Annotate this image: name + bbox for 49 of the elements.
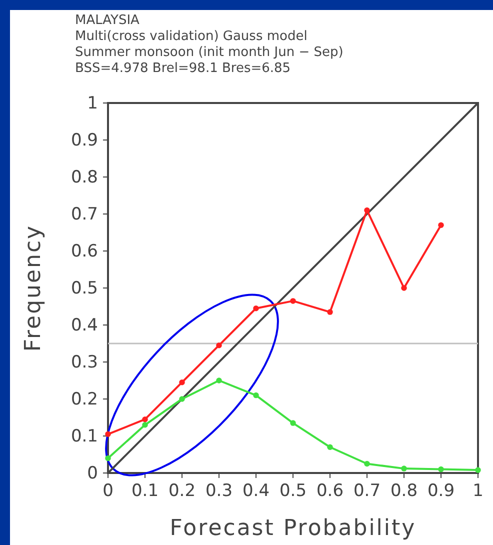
y-tick-label: 0 [87, 463, 98, 484]
point [142, 416, 148, 422]
text: BSS=4.978 Brel=98.1 Bres=6.85 [75, 61, 291, 76]
point [216, 342, 222, 348]
point [105, 431, 111, 438]
y-tick-label: 0.4 [70, 315, 98, 336]
point [290, 298, 296, 304]
x-tick-label: 0.5 [279, 481, 307, 502]
point [438, 222, 444, 228]
y-tick-label: 0.2 [70, 389, 98, 410]
x-tick-label: 0.1 [131, 481, 159, 502]
x-tick-label: 0.4 [242, 481, 270, 502]
point [475, 467, 481, 473]
y-tick-label: 0.8 [70, 167, 98, 188]
point [179, 396, 185, 402]
y-tick-label: 1 [87, 93, 98, 114]
x-tick-label: 0 [102, 481, 114, 502]
chart-title: MALAYSIA [75, 13, 140, 28]
text: Summer monsoon (init month Jun − Sep) [75, 45, 344, 60]
x-tick-label: 0.6 [316, 481, 344, 502]
y-tick-label: 0.6 [70, 241, 98, 262]
y-axis-title: Frequency [21, 224, 46, 352]
point [364, 460, 370, 467]
y-tick-label: 0.1 [70, 426, 98, 446]
x-tick-label: 0.3 [205, 481, 233, 502]
point [253, 392, 259, 398]
chart-subtitle: Multi(cross validation) Gauss model [75, 29, 308, 44]
point [327, 309, 333, 315]
point [105, 455, 111, 462]
x-tick-label: 0.2 [168, 481, 196, 502]
point [290, 420, 296, 426]
y-tick-label: 0.3 [70, 352, 98, 372]
x-tick-label: 0.8 [390, 481, 418, 502]
point [142, 422, 148, 428]
point [327, 444, 333, 450]
x-tick-label: 1 [472, 481, 484, 502]
x-tick-label: 0.7 [353, 481, 381, 502]
point [438, 466, 444, 472]
y-tick-label: 0.9 [70, 130, 98, 150]
point [401, 285, 407, 291]
point [216, 378, 222, 384]
y-tick-label: 0.5 [70, 278, 98, 298]
point [179, 379, 185, 386]
point [401, 466, 407, 472]
point [253, 305, 259, 312]
point [364, 207, 370, 214]
x-axis-title: Forecast Probability [170, 516, 416, 541]
y-tick-label: 0.7 [70, 204, 98, 224]
x-tick-label: 0.9 [427, 481, 455, 502]
